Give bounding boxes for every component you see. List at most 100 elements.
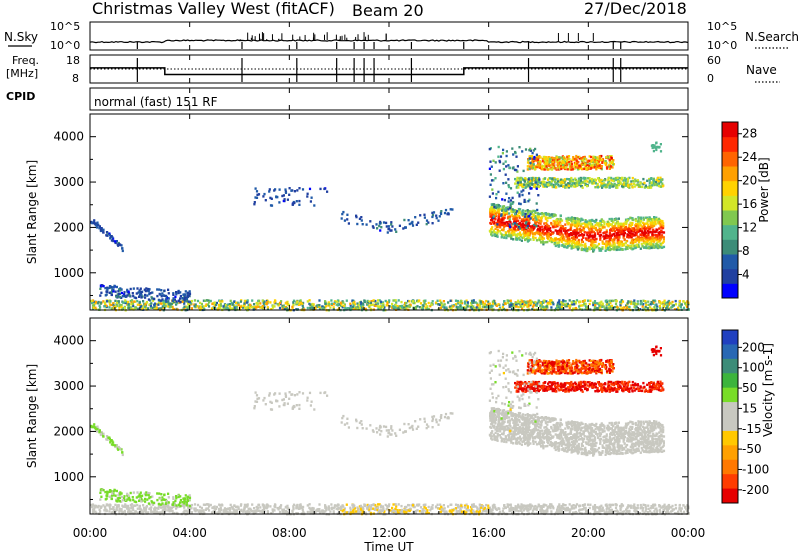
power-cell (256, 303, 259, 307)
power-cell (507, 178, 510, 181)
noise-panel: N.Sky 10^5 10^0 10^5 10^0 N.Search (4, 20, 799, 52)
power-cell (584, 308, 587, 311)
power-cell (582, 176, 585, 180)
y-tick-label: 4000 (53, 130, 84, 144)
power-cell (204, 304, 207, 307)
power-cell (594, 178, 597, 182)
power-cell (604, 159, 607, 163)
power-cell (652, 301, 655, 304)
power-cell (637, 245, 641, 248)
power-cell (172, 297, 175, 300)
power-cell (531, 166, 534, 170)
power-cell (597, 242, 601, 246)
power-cell (97, 300, 100, 304)
power-cell (185, 300, 188, 303)
power-cell (633, 182, 636, 185)
power-cell (559, 178, 562, 182)
power-cell (519, 183, 522, 186)
power-cell (355, 306, 358, 309)
power-cell (515, 185, 518, 188)
power-cell (556, 218, 559, 221)
power-cell (570, 184, 573, 188)
power-cell (159, 293, 162, 296)
power-cell (98, 304, 101, 307)
power-cell (575, 225, 578, 228)
power-cell (621, 243, 624, 247)
power-cell (387, 227, 390, 231)
power-cell (396, 304, 399, 308)
power-cell (562, 185, 565, 188)
power-cell (682, 300, 685, 303)
power-cell (622, 179, 625, 182)
power-cell (656, 238, 659, 242)
power-cell (137, 307, 140, 310)
power-cell (278, 306, 282, 310)
power-cell (525, 303, 528, 306)
power-cell (595, 167, 598, 170)
power-cell (124, 299, 127, 302)
power-cell (608, 165, 611, 168)
power-cell (516, 191, 519, 194)
power-cell (174, 295, 177, 299)
power-cell (586, 184, 589, 188)
power-cell (554, 223, 558, 226)
power-cell (554, 229, 557, 232)
power-cell (207, 299, 210, 302)
power-cell (211, 302, 214, 306)
power-cell (573, 182, 576, 185)
power-cell (260, 306, 263, 309)
power-cell (128, 292, 131, 295)
power-cell (541, 212, 544, 215)
power-cell (126, 303, 129, 306)
power-cell (489, 173, 492, 176)
power-cell (574, 243, 577, 246)
power-cell (503, 225, 506, 228)
power-cell (532, 178, 535, 181)
power-cell (603, 231, 606, 234)
power-cell (522, 209, 525, 212)
power-cell (173, 307, 176, 311)
power-cell (621, 176, 624, 180)
power-cell (609, 248, 612, 251)
power-cell (623, 306, 626, 309)
power-cell (207, 303, 210, 306)
power-cell (530, 155, 533, 158)
power-cell (495, 304, 498, 307)
power-cell (584, 248, 588, 252)
power-cell (626, 235, 629, 239)
power-cell (133, 300, 136, 303)
velocity-cell (400, 504, 403, 508)
power-cell (631, 179, 635, 183)
power-cell (560, 184, 563, 187)
power-cell (506, 234, 509, 238)
power-cell (427, 308, 430, 311)
power-cell (648, 178, 651, 181)
power-cell (491, 188, 494, 191)
power-cell (399, 305, 402, 308)
power-cell (655, 218, 658, 221)
power-cell (512, 305, 515, 308)
power-cell (262, 195, 265, 198)
power-cell (555, 156, 559, 159)
power-cell (655, 182, 658, 185)
power-cell (398, 307, 402, 310)
power-cell (121, 247, 124, 250)
velocity-cell (280, 504, 283, 507)
power-cell (591, 181, 594, 184)
power-cell (162, 299, 165, 303)
power-cell (439, 306, 442, 309)
power-cell (209, 299, 212, 303)
velocity-scatter (90, 345, 690, 516)
power-cell (374, 301, 377, 305)
power-cell (187, 303, 190, 306)
power-cell (605, 303, 608, 307)
power-cell (99, 294, 102, 297)
power-cell (544, 167, 547, 170)
power-cell (340, 304, 343, 307)
power-cell (245, 301, 248, 304)
power-cell (471, 301, 474, 304)
power-cell (620, 228, 623, 231)
power-cell (653, 299, 656, 302)
power-cell (514, 177, 517, 181)
power-cell (394, 299, 397, 302)
